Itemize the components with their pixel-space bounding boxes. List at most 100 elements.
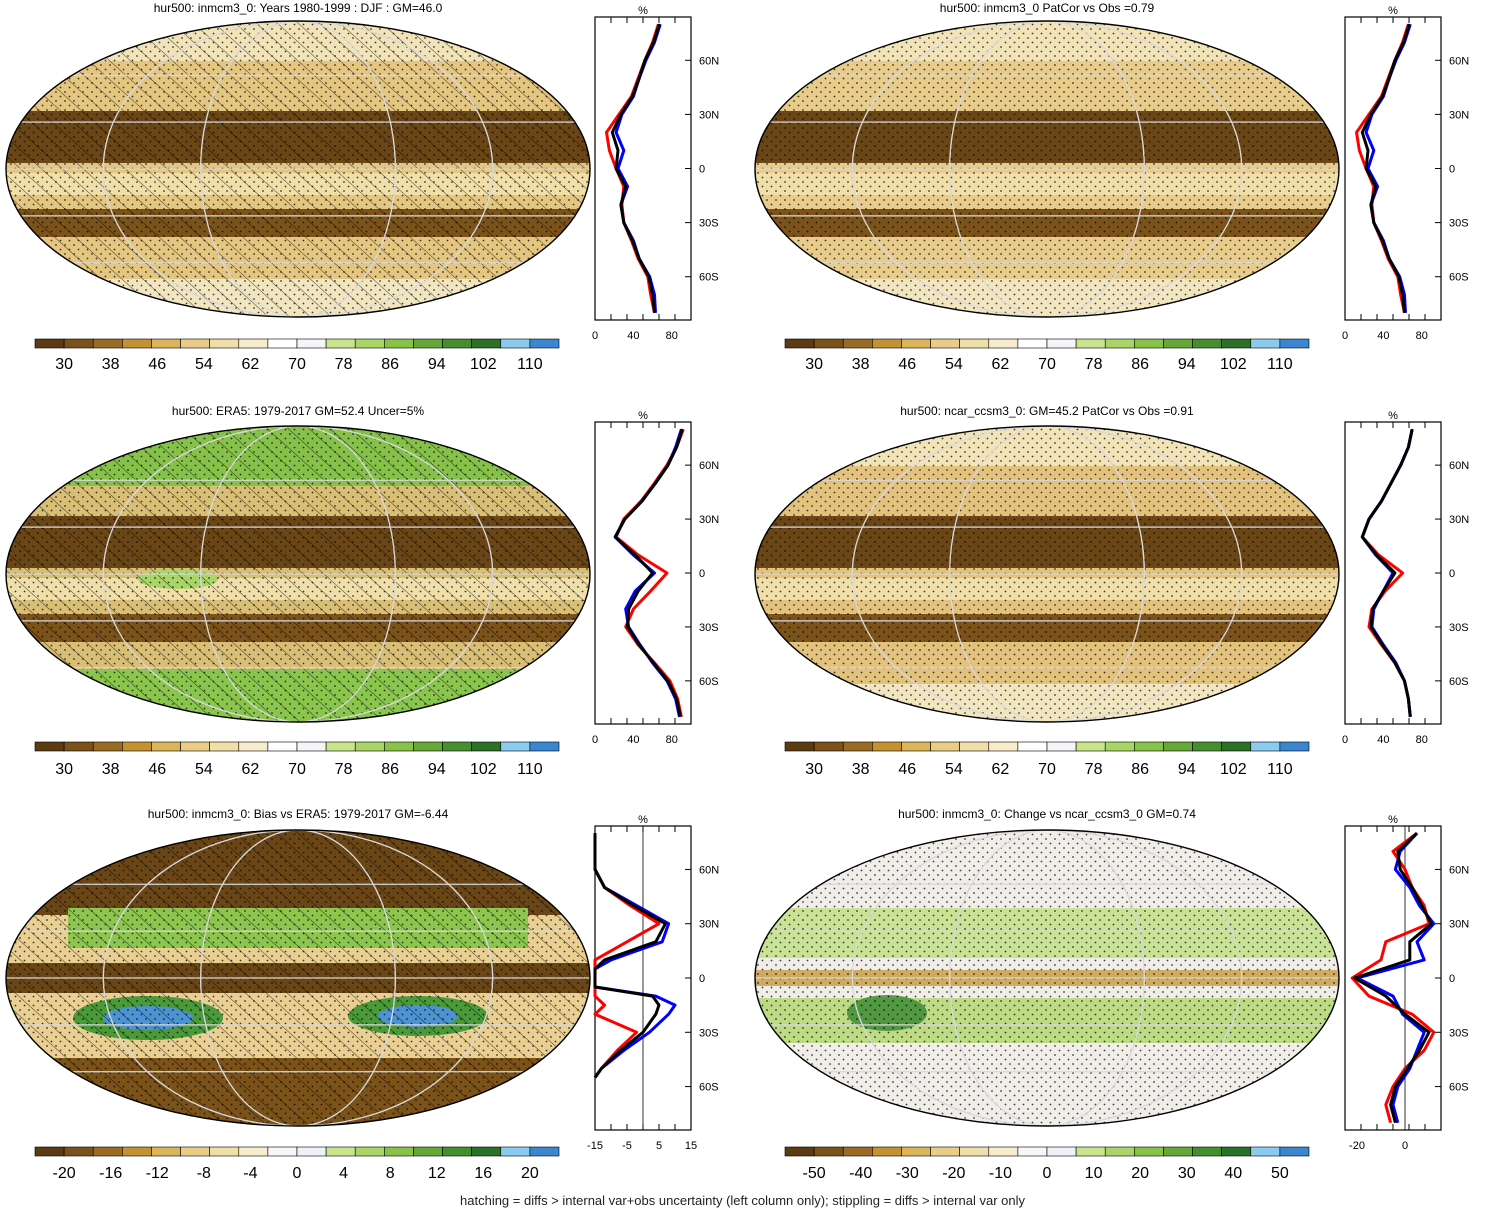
colorbar-label: 50 xyxy=(1271,1165,1289,1182)
zonal-series-line xyxy=(1360,428,1414,717)
colorbar-label: 94 xyxy=(428,356,446,373)
colorbar-swatch xyxy=(92,338,123,349)
colorbar-swatch xyxy=(1075,741,1106,752)
colorbar-swatch xyxy=(1192,1146,1222,1157)
colorbar-label: 54 xyxy=(945,761,963,778)
panel-title: hur500: ERA5: 1979-2017 GM=52.4 Uncer=5% xyxy=(172,404,424,418)
graticule xyxy=(755,830,1339,1126)
lat-tick-label: 0 xyxy=(699,164,705,176)
colorbar-label: 78 xyxy=(1085,356,1103,373)
lat-tick-label: 60N xyxy=(699,864,719,876)
colorbar-label: 110 xyxy=(1267,761,1293,778)
colorbar-swatch xyxy=(1279,338,1310,349)
lat-tick-label: 30N xyxy=(699,514,719,526)
colorbar-swatch xyxy=(267,338,298,349)
colorbar-label: 78 xyxy=(1085,761,1103,778)
x-tick-label: 80 xyxy=(666,330,678,342)
colorbar-label: -10 xyxy=(989,1165,1012,1182)
zonal-mean-plot: % 60N 30N 0 30S 60S 0 40 80 xyxy=(1342,410,1469,746)
colorbar-label: 8 xyxy=(386,1165,395,1182)
colorbar-swatch xyxy=(180,1146,210,1157)
zonal-series-line xyxy=(614,23,662,313)
colorbar-label: 38 xyxy=(852,356,870,373)
colorbar-swatch xyxy=(296,741,327,752)
colorbar: 30 38 46 54 62 70 78 86 94 102 110 xyxy=(784,741,1310,778)
colorbar-swatch xyxy=(267,741,298,752)
colorbar-swatch xyxy=(784,741,815,752)
zonal-series-line xyxy=(610,23,661,313)
colorbar-swatch xyxy=(151,741,181,752)
map-outline xyxy=(5,425,591,723)
colorbar-label: 10 xyxy=(1085,1165,1103,1182)
colorbar-swatch xyxy=(209,338,240,349)
colorbar-label: 70 xyxy=(1038,761,1056,778)
x-tick-label: 0 xyxy=(1402,1140,1408,1152)
colorbar-swatch xyxy=(930,741,960,752)
colorbar-swatch xyxy=(63,1146,94,1157)
zonal-series-line xyxy=(614,428,685,718)
colorbar-label: 78 xyxy=(335,761,353,778)
colorbar-swatch xyxy=(325,1146,356,1157)
lat-tick-label: 30S xyxy=(1449,218,1469,230)
colorbar-swatch xyxy=(238,1146,269,1157)
colorbar-label: 86 xyxy=(1131,356,1149,373)
colorbar-label: 86 xyxy=(1131,761,1149,778)
map xyxy=(754,20,1340,318)
colorbar-label: 70 xyxy=(288,761,306,778)
colorbar-swatch xyxy=(354,741,385,752)
zonal-series-line xyxy=(1360,428,1414,717)
lat-tick-label: 60S xyxy=(699,676,719,688)
panel-title: hur500: inmcm3_0: Years 1980-1999 : DJF … xyxy=(154,1,443,15)
colorbar-label: -12 xyxy=(146,1165,169,1182)
colorbar-label: 46 xyxy=(898,356,916,373)
meridian xyxy=(200,21,396,317)
colorbar-swatch xyxy=(1134,741,1164,752)
colorbar-label: 38 xyxy=(102,356,120,373)
colorbar-swatch xyxy=(784,1146,815,1157)
zonal-series-line xyxy=(1360,428,1414,717)
colorbar-label: -30 xyxy=(896,1165,919,1182)
colorbar-label: 54 xyxy=(945,356,963,373)
colorbar-swatch xyxy=(901,338,931,349)
colorbar-label: 62 xyxy=(992,356,1010,373)
x-tick-label: 80 xyxy=(1416,734,1428,746)
colorbar-swatch xyxy=(813,741,844,752)
x-tick-label: 40 xyxy=(627,330,639,342)
colorbar-swatch xyxy=(1192,338,1222,349)
colorbar-swatch xyxy=(1075,1146,1106,1157)
colorbar-label: 62 xyxy=(242,761,260,778)
x-tick-label: 0 xyxy=(1342,734,1348,746)
colorbar-swatch xyxy=(1221,1146,1252,1157)
panel-p4: hur500: ncar_ccsm3_0: GM=45.2 PatCor vs … xyxy=(754,404,1469,778)
colorbar-label: -50 xyxy=(803,1165,826,1182)
zonal-series-line xyxy=(1353,832,1433,1124)
colorbar: 30 38 46 54 62 70 78 86 94 102 110 xyxy=(34,741,560,778)
map-outline xyxy=(754,829,1340,1127)
colorbar-swatch xyxy=(1221,741,1252,752)
panel-p2: hur500: inmcm3_0 PatCor vs Obs =0.79 30 38… xyxy=(754,1,1469,373)
colorbar-swatch xyxy=(1104,741,1135,752)
lat-tick-label: 60S xyxy=(699,272,719,284)
colorbar-label: 38 xyxy=(102,761,120,778)
zonal-series-line xyxy=(613,428,684,718)
colorbar-swatch xyxy=(784,338,815,349)
graticule xyxy=(755,426,1339,722)
lat-tick-label: 0 xyxy=(1449,568,1455,580)
panel-title: hur500: inmcm3_0: Change vs ncar_ccsm3_0… xyxy=(898,807,1196,821)
lat-tick-label: 0 xyxy=(1449,973,1455,985)
lat-tick-label: 60S xyxy=(1449,676,1469,688)
meridian xyxy=(851,426,1243,722)
colorbar-swatch xyxy=(1104,338,1135,349)
panel-p3: hur500: ERA5: 1979-2017 GM=52.4 Uncer=5%… xyxy=(5,404,719,778)
colorbar-label: 4 xyxy=(339,1165,348,1182)
x-tick-label: 5 xyxy=(656,1140,662,1152)
colorbar-label: 110 xyxy=(517,761,543,778)
map-outline xyxy=(5,20,591,318)
meridian xyxy=(949,830,1145,1126)
colorbar-label: 46 xyxy=(148,356,166,373)
colorbar-swatch xyxy=(34,338,65,349)
colorbar-swatch xyxy=(1163,741,1193,752)
colorbar-swatch xyxy=(842,741,873,752)
colorbar-label: -40 xyxy=(849,1165,872,1182)
colorbar-label: 110 xyxy=(517,356,543,373)
